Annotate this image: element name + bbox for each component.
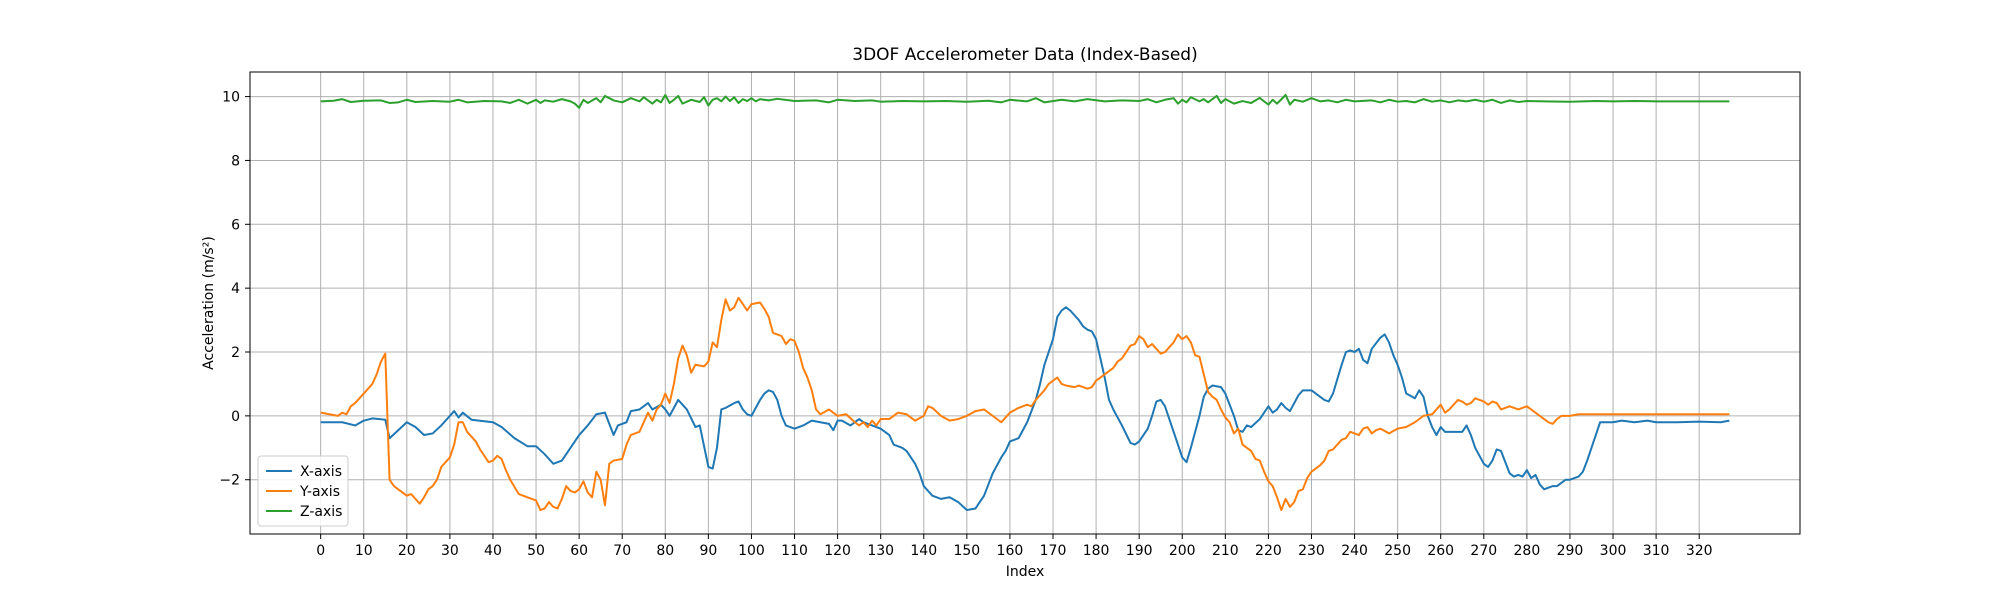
x-tick-label: 170	[1040, 543, 1067, 559]
x-tick-label: 150	[953, 543, 980, 559]
legend-label: X-axis	[300, 464, 342, 480]
x-axis-label: Index	[1006, 564, 1045, 580]
x-tick-label: 320	[1686, 543, 1713, 559]
x-tick-label: 30	[441, 543, 459, 559]
y-tick-label: 8	[231, 153, 240, 169]
x-tick-label: 200	[1169, 543, 1196, 559]
x-tick-label: 140	[910, 543, 937, 559]
x-tick-label: 290	[1557, 543, 1584, 559]
x-tick-label: 110	[781, 543, 808, 559]
x-tick-label: 190	[1126, 543, 1153, 559]
y-axis-label: Acceleration (m/s²)	[201, 236, 217, 370]
x-tick-label: 40	[484, 543, 502, 559]
x-tick-label: 80	[656, 543, 674, 559]
series-lines	[320, 93, 1730, 512]
ticks: 0 10 20 30 40 50 60 70 80 90 100 110 120 130 140 150 160…	[219, 90, 1712, 559]
y-tick-label: 4	[231, 281, 240, 297]
x-tick-label: 60	[570, 543, 588, 559]
legend-label: Y-axis	[299, 484, 340, 500]
x-tick-label: 210	[1212, 543, 1239, 559]
x-tick-label: 70	[613, 543, 631, 559]
y-tick-label: −2	[219, 473, 240, 489]
series-line-z-axis	[320, 93, 1730, 109]
x-tick-label: 50	[527, 543, 545, 559]
grid	[250, 72, 1800, 534]
y-tick-label: 10	[222, 90, 240, 106]
series-line-y-axis	[320, 296, 1730, 512]
legend: X-axis Y-axis Z-axis	[257, 455, 349, 527]
x-tick-label: 310	[1643, 543, 1670, 559]
x-tick-label: 260	[1427, 543, 1454, 559]
x-tick-label: 90	[699, 543, 717, 559]
chart-title: 3DOF Accelerometer Data (Index-Based)	[852, 45, 1197, 65]
x-tick-label: 280	[1514, 543, 1541, 559]
y-tick-label: 0	[231, 409, 240, 425]
x-tick-label: 20	[398, 543, 416, 559]
x-tick-label: 240	[1341, 543, 1368, 559]
plot-frame	[249, 71, 1801, 535]
y-tick-label: 6	[231, 217, 240, 233]
x-tick-label: 300	[1600, 543, 1627, 559]
legend-box	[257, 455, 349, 527]
x-tick-label: 0	[316, 543, 325, 559]
y-tick-label: 2	[231, 345, 240, 361]
x-tick-label: 120	[824, 543, 851, 559]
x-tick-label: 10	[355, 543, 373, 559]
series-line-x-axis	[320, 306, 1730, 512]
x-tick-label: 250	[1384, 543, 1411, 559]
x-tick-label: 270	[1470, 543, 1497, 559]
x-tick-label: 100	[738, 543, 765, 559]
legend-label: Z-axis	[300, 504, 342, 520]
x-tick-label: 180	[1083, 543, 1110, 559]
x-tick-label: 230	[1298, 543, 1325, 559]
x-tick-label: 160	[997, 543, 1024, 559]
x-tick-label: 220	[1255, 543, 1282, 559]
x-tick-label: 130	[867, 543, 894, 559]
